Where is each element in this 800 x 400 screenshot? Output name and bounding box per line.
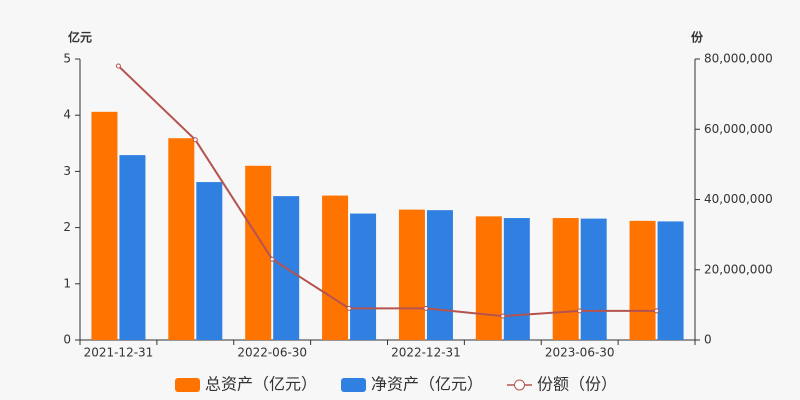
x-tick-label: 2022-06-30 xyxy=(237,346,307,360)
y2-tick-label: 20,000,000 xyxy=(704,262,773,276)
y2-tick-label: 40,000,000 xyxy=(704,192,773,206)
bar xyxy=(503,218,530,340)
bar xyxy=(552,218,579,340)
y-tick-label: 5 xyxy=(63,52,71,66)
x-tick-label: 2021-12-31 xyxy=(84,346,154,360)
line-point xyxy=(346,305,352,311)
y2-axis-label: 份 xyxy=(691,30,704,45)
y2-tick-label: 80,000,000 xyxy=(704,52,773,66)
legend-label: 份额（份） xyxy=(537,375,617,394)
bar xyxy=(168,138,195,340)
line-point xyxy=(423,305,429,311)
x-tick-label: 2023-06-30 xyxy=(545,346,615,360)
line-point xyxy=(654,308,660,314)
bar xyxy=(629,220,656,340)
bar xyxy=(322,195,349,340)
bar xyxy=(580,218,607,340)
legend-label: 总资产（亿元） xyxy=(205,375,317,394)
bar xyxy=(119,155,146,340)
legend-item[interactable]: 份额（份） xyxy=(507,375,617,394)
legend-label: 净资产（亿元） xyxy=(371,375,483,394)
line-point xyxy=(500,313,506,319)
y-tick-label: 4 xyxy=(63,108,71,122)
line-point xyxy=(577,308,583,314)
y2-tick-label: 0 xyxy=(704,333,712,347)
bar xyxy=(350,213,377,340)
line-point xyxy=(115,63,121,69)
y-axis-label: 亿元 xyxy=(68,30,92,45)
bar xyxy=(245,165,272,340)
legend: 总资产（亿元） 净资产（亿元） 份额（份） xyxy=(175,375,617,394)
y-tick-label: 1 xyxy=(63,276,71,290)
bar xyxy=(657,221,684,340)
legend-item[interactable]: 净资产（亿元） xyxy=(341,375,483,394)
line xyxy=(117,65,657,318)
y-tick-label: 2 xyxy=(63,220,71,234)
x-tick-label: 2022-12-31 xyxy=(391,346,461,360)
legend-item[interactable]: 总资产（亿元） xyxy=(175,375,317,394)
bar xyxy=(426,210,453,340)
bar xyxy=(91,111,118,340)
y2-tick-label: 60,000,000 xyxy=(704,122,773,136)
y-tick-label: 0 xyxy=(63,333,71,347)
bar xyxy=(475,216,502,340)
bar xyxy=(196,182,223,340)
legend-marker xyxy=(514,379,525,391)
legend-swatch xyxy=(341,378,366,392)
legend-swatch xyxy=(175,378,200,392)
y-tick-label: 3 xyxy=(63,164,71,178)
line-point xyxy=(269,256,275,262)
line-point xyxy=(192,137,198,143)
bar xyxy=(398,209,425,340)
